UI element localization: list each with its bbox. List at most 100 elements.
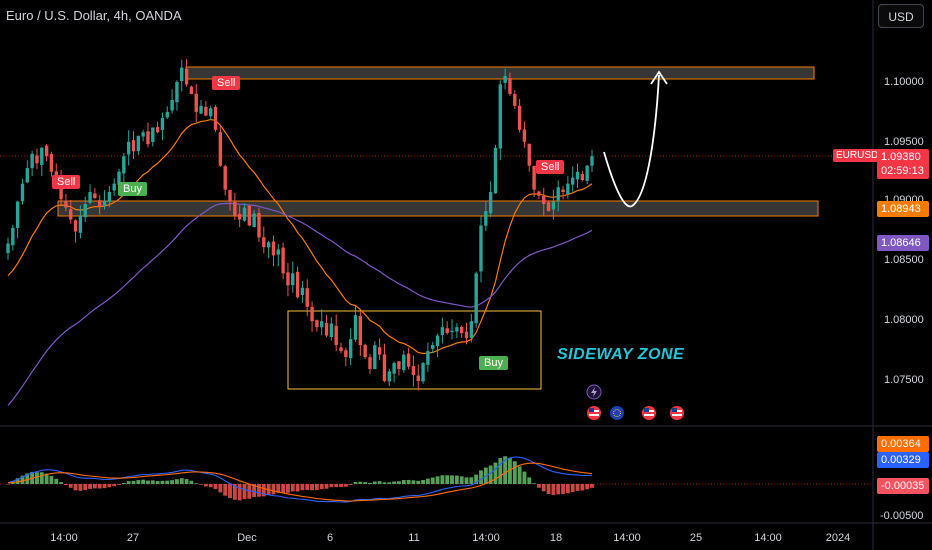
candle [406,353,411,367]
macd-signal-line [7,462,593,502]
macd-histogram-bar [570,484,575,493]
macd-histogram-bar [63,484,68,486]
price-tick: 1.07500 [884,374,924,386]
macd-histogram-bar [565,484,570,494]
candle [431,345,435,349]
macd-histogram-bar [223,484,228,496]
buy-signal-badge: Buy [118,182,147,196]
macd-histogram-bar [208,484,213,488]
candle [69,209,73,220]
macd-histogram-bar [150,480,155,484]
macd-histogram-bar [39,472,44,484]
macd-histogram-bar [131,480,136,484]
macd-histogram-bar [551,484,556,495]
candle [180,67,184,82]
candle [440,327,445,335]
candle [542,195,546,204]
candle [189,86,194,94]
candle [479,225,483,272]
macd-histogram-bar [300,484,305,491]
candle [353,315,358,340]
macd-histogram-bar [590,484,594,488]
macd-tick: -0.00500 [880,510,924,522]
candle [464,331,469,338]
candle [112,183,116,191]
macd-histogram-bar [78,484,83,491]
support-zone[interactable] [57,200,819,217]
macd-histogram-bar [189,480,194,484]
macd-histogram-bar [334,484,339,488]
sell-signal-badge: Sell [536,160,565,174]
macd-histogram-bar [305,484,310,491]
price-tick: 1.09500 [884,136,924,148]
macd-histogram-bar [493,462,498,484]
candle [445,328,449,334]
current-price-label: 1.09380 [877,149,929,165]
candle [561,189,565,193]
candle [146,131,150,145]
macd-histogram-bar [92,484,97,489]
macd-histogram-bar [416,480,421,484]
macd-histogram-bar [421,479,426,484]
macd-histogram-bar [281,484,286,493]
macd-histogram-bar [368,482,372,484]
time-tick: 14:00 [754,532,782,544]
candle [513,94,517,106]
ema-slow-line [7,202,593,406]
candle [151,127,155,143]
sideway-zone-label: SIDEWAY ZONE [557,346,685,363]
candle [257,213,261,238]
candle [141,132,145,137]
candle [88,192,92,203]
macd-histogram-bar [372,481,377,484]
macd-histogram-bar [488,465,493,484]
candle [11,227,15,246]
macd-line [7,456,593,503]
candle [276,249,280,255]
macd-histogram-bar [252,484,257,498]
macd-histogram-bar [155,480,160,484]
eu-flag-icon [610,406,624,420]
candle [532,165,536,190]
resistance-zone[interactable] [185,66,815,80]
candle [320,321,324,328]
macd-histogram-bar [121,482,126,484]
candle [233,201,237,216]
candle [237,213,242,220]
candle [368,357,372,370]
macd-histogram-bar [469,477,474,484]
macd-line-label: 0.00329 [877,452,929,468]
macd-histogram-bar [165,480,170,484]
macd-histogram-bar [401,480,406,484]
candle [459,326,464,334]
macd-histogram-bar [49,476,54,484]
currency-button[interactable]: USD [878,4,924,28]
macd-histogram-bar [117,484,121,485]
macd-histogram-bar [450,475,454,484]
candle [49,153,54,172]
macd-histogram-bar [363,482,368,484]
candle [358,315,363,346]
macd-histogram-bar [479,470,483,484]
macd-histogram-bar [382,482,387,484]
macd-histogram-bar [440,475,445,484]
candle [40,147,44,165]
time-tick: 2024 [825,532,851,544]
candle [397,361,401,370]
time-tick: 18 [549,532,563,544]
macd-histogram-bar [68,484,73,488]
macd-histogram-bar [174,479,179,484]
time-tick: 14:00 [472,532,500,544]
candle [387,371,391,382]
macd-histogram-bar [237,484,242,501]
candle [426,351,430,365]
macd-histogram-bar [522,471,527,484]
candle [310,306,314,322]
macd-histogram-bar [160,480,165,484]
sideway-zone-box[interactable] [287,310,542,390]
candle [107,192,112,202]
time-tick: 27 [126,532,140,544]
candle [6,243,10,254]
macd-histogram-bar [343,484,348,487]
